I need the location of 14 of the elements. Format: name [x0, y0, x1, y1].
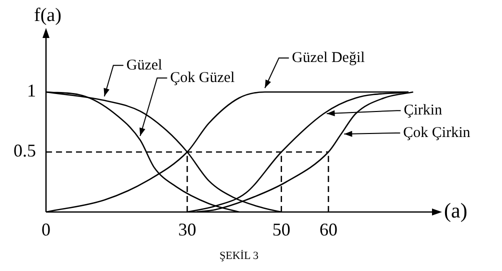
series-label: Güzel Değil [292, 50, 365, 66]
x-axis-title: (a) [444, 198, 468, 223]
x-tick-label: 60 [319, 220, 338, 240]
x-tick-label: 30 [178, 220, 196, 240]
y-tick-label: 0.5 [14, 140, 36, 161]
x-tick-label: 50 [272, 220, 290, 240]
text: Çok Güzel [170, 70, 235, 86]
legend-label: Çok Çirkin [403, 124, 471, 141]
text: Güzel [126, 57, 162, 74]
y-axis-title: f(a) [34, 4, 62, 26]
y-tick-label: 1 [27, 80, 36, 101]
legend-label: Çirkin [404, 102, 443, 119]
x-tick-label: 0 [42, 220, 50, 240]
text: ŞEKİL 3 [219, 248, 259, 262]
